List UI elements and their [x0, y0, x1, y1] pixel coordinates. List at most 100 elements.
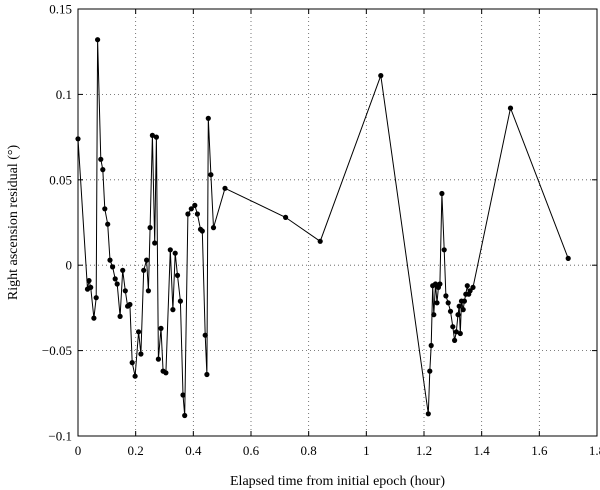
- y-tick-label: 0.1: [56, 87, 72, 102]
- x-tick-label: 0: [75, 443, 82, 458]
- data-point: [437, 281, 443, 287]
- data-point: [210, 225, 217, 231]
- y-tick-label: 0: [66, 258, 73, 273]
- data-point: [141, 267, 147, 273]
- data-point: [470, 284, 476, 290]
- data-point: [163, 370, 169, 376]
- data-point: [427, 368, 433, 374]
- data-point: [431, 312, 437, 318]
- data-point: [208, 172, 214, 178]
- data-point: [112, 276, 118, 282]
- data-point: [98, 156, 104, 162]
- x-tick-labels: 0 0.2 0.4 0.6 0.8 1 1.2 1.4 1.6 1.8: [75, 443, 600, 458]
- data-point: [145, 288, 151, 294]
- data-point: [127, 301, 133, 308]
- data-point: [86, 278, 92, 284]
- x-tick-label: 1.6: [531, 443, 548, 458]
- data-point: [88, 284, 94, 290]
- data-point: [75, 136, 81, 142]
- data-point: [565, 255, 571, 261]
- data-point: [177, 298, 183, 304]
- x-tick-label: 0.4: [185, 443, 202, 458]
- data-point: [152, 240, 158, 246]
- grid-lines: [78, 9, 597, 436]
- x-tick-label: 0.2: [128, 443, 144, 458]
- data-point: [93, 295, 99, 301]
- x-tick-label: 0.8: [301, 443, 317, 458]
- data-point: [425, 411, 431, 417]
- data-point: [180, 392, 186, 398]
- data-point: [456, 303, 462, 309]
- y-tick-label: −0.1: [48, 429, 72, 444]
- data-point: [167, 247, 173, 253]
- data-point: [155, 356, 161, 362]
- x-axis-title: Elapsed time from initial epoch (hour): [230, 474, 445, 489]
- x-tick-label: 0.6: [243, 443, 260, 458]
- data-point: [443, 293, 449, 299]
- data-point: [182, 412, 188, 419]
- data-point: [445, 300, 451, 306]
- x-tick-label: 1.8: [589, 443, 600, 458]
- data-point: [100, 167, 106, 173]
- data-point: [105, 221, 111, 227]
- data-point: [202, 332, 208, 338]
- y-axis-title: Right ascension residual (°): [6, 145, 21, 301]
- data-point: [317, 238, 323, 244]
- plot-frame: [77, 8, 598, 437]
- data-point: [91, 315, 97, 321]
- data-point: [455, 312, 461, 318]
- data-point: [205, 115, 211, 121]
- data-point: [222, 185, 228, 191]
- x-tick-label: 1.4: [474, 443, 491, 458]
- data-point: [450, 324, 456, 330]
- y-tick-label: 0.05: [49, 172, 72, 187]
- data-point: [172, 250, 178, 256]
- data-point: [107, 257, 113, 263]
- y-tick-label: −0.05: [42, 343, 72, 358]
- data-point: [283, 214, 289, 220]
- data-point: [467, 288, 473, 294]
- data-point: [439, 190, 445, 197]
- data-point: [507, 105, 514, 111]
- data-point: [441, 247, 447, 253]
- data-point: [102, 206, 108, 212]
- data-point: [460, 307, 466, 313]
- data-point: [453, 329, 459, 335]
- data-point: [185, 211, 191, 217]
- data-point: [95, 37, 101, 43]
- data-point: [147, 225, 153, 231]
- data-point: [428, 342, 434, 349]
- data-point: [117, 313, 123, 319]
- x-tick-label: 1.2: [416, 443, 432, 458]
- data-point: [138, 351, 144, 357]
- data-point: [194, 211, 200, 217]
- data-point: [434, 300, 440, 306]
- data-point: [174, 272, 181, 278]
- data-point: [447, 308, 454, 314]
- data-point: [452, 337, 458, 343]
- data-point: [110, 264, 116, 270]
- data-point: [129, 360, 135, 366]
- data-point: [457, 330, 463, 337]
- data-point: [144, 257, 150, 263]
- data-point: [204, 371, 210, 378]
- data-point: [120, 267, 126, 273]
- x-tick-label: 1: [363, 443, 370, 458]
- data-point: [136, 329, 142, 335]
- data-point: [199, 228, 205, 234]
- data-point: [122, 288, 128, 294]
- data-point: [432, 281, 439, 287]
- series-points: [75, 37, 571, 419]
- data-point: [158, 325, 164, 331]
- y-tick-label: 0.15: [49, 2, 72, 17]
- data-point: [192, 202, 198, 208]
- data-point: [461, 298, 467, 304]
- data-point: [170, 307, 176, 313]
- axis-ticks: [77, 8, 598, 437]
- data-point: [149, 132, 155, 138]
- data-point: [153, 134, 159, 140]
- data-point: [188, 206, 194, 212]
- y-tick-labels: −0.1 −0.05 0 0.05 0.1 0.15: [42, 2, 72, 444]
- data-point: [378, 73, 384, 79]
